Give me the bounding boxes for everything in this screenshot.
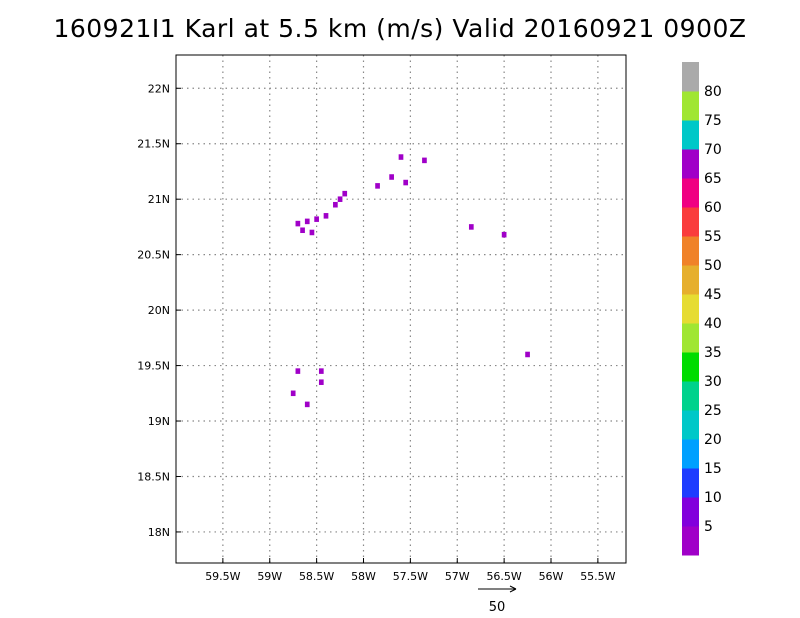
colorbar-swatch bbox=[682, 294, 699, 324]
y-tick-label: 19.5N bbox=[137, 360, 170, 373]
colorbar-label: 55 bbox=[704, 229, 722, 245]
colorbar-swatch bbox=[682, 178, 699, 208]
data-cell bbox=[323, 213, 329, 219]
grid bbox=[176, 55, 626, 563]
colorbar-swatch bbox=[682, 62, 699, 92]
colorbar-label: 15 bbox=[704, 461, 722, 477]
colorbar-swatch bbox=[682, 236, 699, 266]
data-cell bbox=[525, 351, 530, 358]
data-cell bbox=[318, 379, 324, 385]
data-cell bbox=[337, 196, 343, 202]
data-cell bbox=[314, 216, 319, 222]
colorbar-swatch bbox=[682, 439, 699, 469]
data-cell bbox=[295, 368, 301, 374]
y-tick-label: 19N bbox=[148, 415, 170, 428]
x-tick-label: 56W bbox=[539, 570, 564, 583]
data-cell bbox=[295, 220, 301, 227]
colorbar-swatch bbox=[682, 120, 699, 150]
colorbar-label: 30 bbox=[704, 374, 722, 390]
x-tick-label: 56.5W bbox=[486, 570, 521, 583]
data-cell bbox=[398, 154, 404, 160]
y-tick-label: 18.5N bbox=[137, 470, 170, 483]
colorbar-swatch bbox=[682, 468, 699, 498]
colorbar-swatch bbox=[682, 91, 699, 121]
colorbar-swatch bbox=[682, 352, 699, 382]
chart-title: 160921I1 Karl at 5.5 km (m/s) Valid 2016… bbox=[53, 14, 747, 43]
data-cell bbox=[309, 229, 315, 236]
colorbar-swatch bbox=[682, 207, 699, 237]
colorbar-swatch bbox=[682, 149, 699, 179]
data-cell bbox=[403, 179, 409, 186]
reference-vector-label: 50 bbox=[489, 600, 506, 615]
y-tick-label: 21.5N bbox=[137, 138, 170, 151]
colorbar-swatch bbox=[682, 410, 699, 440]
colorbar-label: 65 bbox=[704, 171, 722, 187]
reference-vector: 50 bbox=[478, 585, 517, 615]
colorbar-label: 40 bbox=[704, 316, 722, 332]
colorbar-label: 5 bbox=[704, 519, 713, 535]
data-cell bbox=[318, 368, 324, 374]
colorbar-swatch bbox=[682, 323, 699, 353]
y-tick-label: 22N bbox=[148, 82, 170, 95]
colorbar-label: 60 bbox=[704, 200, 722, 216]
x-tick-label: 57W bbox=[445, 570, 470, 583]
colorbar-label: 50 bbox=[704, 258, 722, 274]
colorbar-label: 20 bbox=[704, 432, 722, 448]
data-cell bbox=[304, 401, 310, 408]
colorbar-label: 45 bbox=[704, 287, 722, 303]
colorbar-swatch bbox=[682, 497, 699, 527]
y-tick-label: 20.5N bbox=[137, 249, 170, 262]
colorbar-swatch bbox=[682, 526, 699, 556]
y-tick-label: 20N bbox=[148, 304, 170, 317]
x-tick-label: 58.5W bbox=[299, 570, 334, 583]
data-cell bbox=[375, 183, 380, 189]
y-tick-label: 21N bbox=[148, 193, 170, 206]
colorbar-swatch bbox=[682, 381, 699, 411]
colorbar-label: 10 bbox=[704, 490, 722, 506]
data-cell bbox=[304, 218, 310, 225]
x-tick-label: 55.5W bbox=[580, 570, 615, 583]
plot-border bbox=[175, 54, 627, 564]
colorbar-label: 35 bbox=[704, 345, 722, 361]
data-cells bbox=[290, 154, 530, 408]
x-tick-label: 57.5W bbox=[393, 570, 428, 583]
colorbar-label: 75 bbox=[704, 113, 722, 129]
reference-arrow-head bbox=[509, 585, 517, 593]
x-tick-label: 59W bbox=[257, 570, 282, 583]
colorbar: 5 10 15 20 25 30 35 40 45 50 55 60 65 70 75 80 bbox=[682, 62, 722, 556]
data-cell bbox=[342, 190, 348, 197]
data-cell bbox=[422, 157, 427, 164]
colorbar-label: 80 bbox=[704, 84, 722, 100]
x-tick-label: 58W bbox=[351, 570, 376, 583]
data-cell bbox=[300, 227, 305, 234]
x-tick-label: 59.5W bbox=[205, 570, 240, 583]
y-axis: 18N 18.5N 19N 19.5N 20N 20.5N 21N 21.5N 22N bbox=[137, 82, 181, 539]
data-cell bbox=[389, 174, 394, 180]
x-axis: 59.5W 59W 58.5W 58W 57.5W 57W 56.5W 56W 55.5W bbox=[205, 558, 616, 583]
colorbar-label: 70 bbox=[704, 142, 722, 158]
y-tick-label: 18N bbox=[148, 526, 170, 539]
data-cell bbox=[290, 390, 296, 397]
colorbar-label: 25 bbox=[704, 403, 722, 419]
colorbar-swatch bbox=[682, 265, 699, 295]
data-cell bbox=[501, 231, 507, 238]
data-cell bbox=[333, 201, 338, 208]
data-cell bbox=[468, 224, 474, 230]
